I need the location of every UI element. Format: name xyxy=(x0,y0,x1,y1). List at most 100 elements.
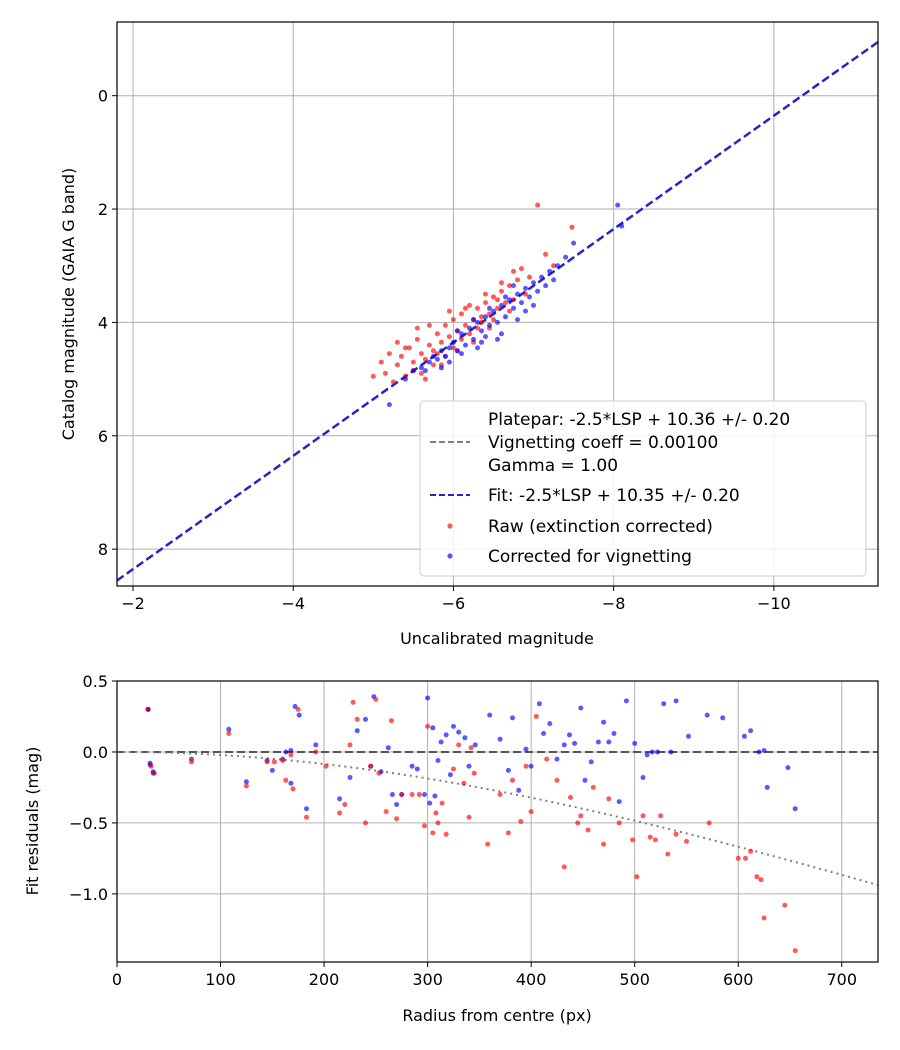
top-data-point xyxy=(507,308,512,314)
bottom-data-point xyxy=(383,809,389,815)
bottom-data-point xyxy=(388,718,394,724)
top-data-point xyxy=(519,266,524,272)
bottom-data-point xyxy=(616,799,622,805)
top-data-point xyxy=(459,311,464,317)
top-data-point xyxy=(563,254,569,260)
bottom-data-point xyxy=(748,728,754,734)
bottom-data-point xyxy=(741,733,747,739)
top-data-point xyxy=(511,305,516,311)
top-data-point xyxy=(446,334,452,340)
top-data-point xyxy=(426,322,432,328)
top-data-point xyxy=(386,351,392,357)
bottom-data-point xyxy=(523,763,529,769)
top-data-point xyxy=(471,317,476,323)
top-data-point xyxy=(511,268,516,274)
bottom-data-point xyxy=(518,819,524,824)
top-data-point xyxy=(491,308,496,314)
bottom-data-point xyxy=(394,816,400,822)
bottom-data-point xyxy=(425,723,431,729)
top-data-point xyxy=(430,353,436,359)
bottom-data-point xyxy=(425,695,431,701)
top-data-point xyxy=(438,348,444,354)
bottom-data-point xyxy=(528,763,534,769)
bottom-data-point xyxy=(595,739,601,745)
bottom-data-point xyxy=(337,796,343,802)
top-data-point xyxy=(511,297,516,303)
top-data-point xyxy=(450,317,456,323)
top-data-point xyxy=(487,322,492,328)
bottom-data-point xyxy=(754,874,760,880)
bottom-data-point xyxy=(451,723,456,729)
top-data-point xyxy=(463,322,468,328)
bottom-x-tick-label: 400 xyxy=(516,970,547,989)
top-data-point xyxy=(434,331,440,337)
bottom-y-axis-label: Fit residuals (mag) xyxy=(23,747,42,896)
bottom-data-point xyxy=(438,739,444,745)
bottom-data-point xyxy=(271,759,277,765)
bottom-data-point xyxy=(226,731,232,736)
top-data-point xyxy=(499,288,504,294)
bottom-data-point xyxy=(295,706,301,712)
bottom-data-point xyxy=(283,749,289,755)
top-data-point xyxy=(503,300,508,306)
bottom-data-point xyxy=(466,814,472,820)
bottom-data-point xyxy=(427,800,433,806)
bottom-x-tick-label: 500 xyxy=(619,970,650,989)
bottom-data-point xyxy=(743,855,748,861)
top-y-tick-label: 4 xyxy=(98,313,108,332)
bottom-data-point xyxy=(590,784,596,790)
bottom-data-point xyxy=(632,740,638,746)
bottom-y-tick-label: 0.0 xyxy=(83,743,108,762)
bottom-data-point xyxy=(634,874,640,880)
bottom-data-point xyxy=(601,719,607,725)
top-data-point xyxy=(511,283,516,289)
top-data-point xyxy=(531,302,536,308)
top-data-point xyxy=(414,336,420,342)
bottom-data-point xyxy=(283,777,289,783)
bottom-data-point xyxy=(290,786,296,792)
bottom-data-point xyxy=(588,759,594,765)
bottom-data-point xyxy=(189,759,194,765)
top-x-tick-label: −2 xyxy=(121,594,145,613)
bottom-chart-frame xyxy=(116,680,879,963)
top-data-point xyxy=(551,263,557,269)
top-data-point xyxy=(515,277,520,283)
bottom-data-point xyxy=(430,830,436,836)
bottom-data-point xyxy=(497,792,503,797)
top-data-point xyxy=(370,373,376,379)
bottom-data-point xyxy=(150,770,156,776)
top-data-point xyxy=(551,277,557,283)
bottom-data-point xyxy=(706,820,712,826)
bottom-x-tick-label: 100 xyxy=(205,970,236,989)
bottom-data-point xyxy=(606,739,612,745)
bottom-data-point xyxy=(456,729,462,735)
top-data-point xyxy=(483,314,488,320)
top-data-point xyxy=(535,288,541,294)
bottom-data-point xyxy=(288,748,294,753)
bottom-chart-x-ticks: 0 100 200 300 400 500 600 700 xyxy=(112,962,857,989)
bottom-data-point xyxy=(567,732,572,738)
bottom-data-point xyxy=(368,763,374,769)
top-data-point xyxy=(487,305,492,311)
bottom-data-point xyxy=(430,725,436,731)
bottom-x-tick-label: 700 xyxy=(826,970,857,989)
top-data-point xyxy=(615,202,621,208)
top-data-point xyxy=(499,302,504,308)
top-data-point xyxy=(446,308,452,314)
top-data-point xyxy=(523,285,528,291)
bottom-data-point xyxy=(561,864,567,870)
bottom-data-point xyxy=(568,794,573,800)
bottom-data-point xyxy=(649,749,655,755)
bottom-data-point xyxy=(288,780,294,786)
bottom-data-point xyxy=(528,809,534,815)
top-x-tick-label: −8 xyxy=(602,594,626,613)
bottom-data-point xyxy=(304,806,309,812)
bottom-data-point xyxy=(611,731,617,736)
top-data-point xyxy=(418,370,424,376)
top-data-point xyxy=(390,379,396,385)
bottom-data-point xyxy=(280,758,286,763)
bottom-data-point xyxy=(652,837,658,843)
top-data-point xyxy=(438,365,444,371)
bottom-data-point xyxy=(630,837,636,843)
top-data-point xyxy=(450,339,456,345)
